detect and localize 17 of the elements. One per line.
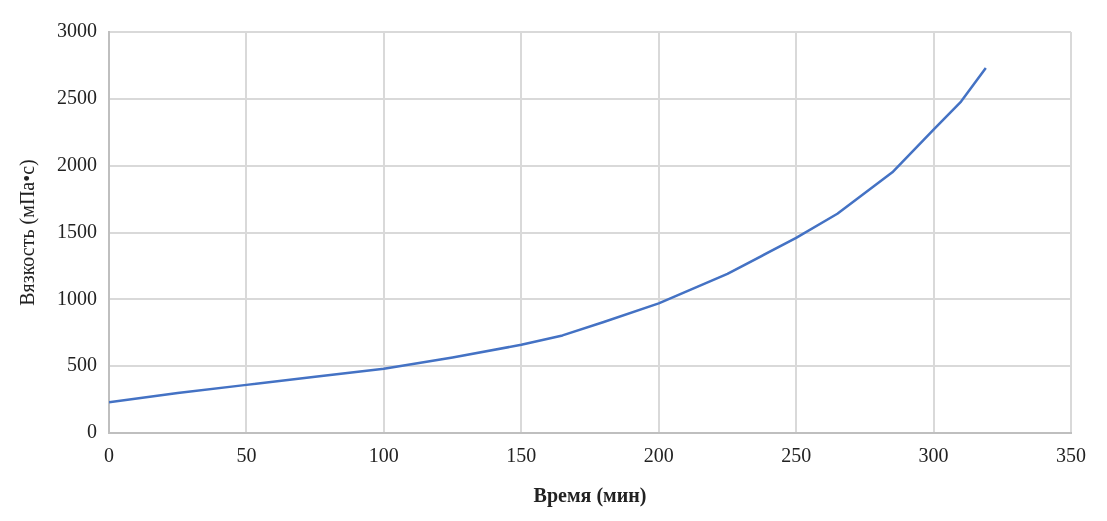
y-axis-title: Вязкость (мПа•с): [16, 159, 40, 306]
y-tick-label: 500: [67, 353, 97, 376]
x-tick-label: 250: [781, 444, 812, 467]
y-tick-label: 1000: [57, 286, 97, 309]
x-axis-title: Время (мин): [533, 484, 647, 508]
y-tick-label: 2500: [57, 86, 97, 109]
y-tick-label: 1500: [57, 219, 97, 242]
x-tick-label: 200: [643, 444, 674, 467]
x-tick-label: 100: [368, 444, 399, 467]
y-tick-label: 0: [87, 420, 97, 443]
y-tick-label: 2000: [57, 152, 97, 175]
x-tick-label: 350: [1056, 444, 1086, 467]
x-tick-label: 150: [506, 444, 537, 467]
x-tick-label: 50: [236, 444, 257, 467]
x-tick-label: 300: [918, 444, 949, 467]
x-tick-label: 0: [104, 444, 114, 467]
y-tick-label: 3000: [57, 19, 97, 42]
